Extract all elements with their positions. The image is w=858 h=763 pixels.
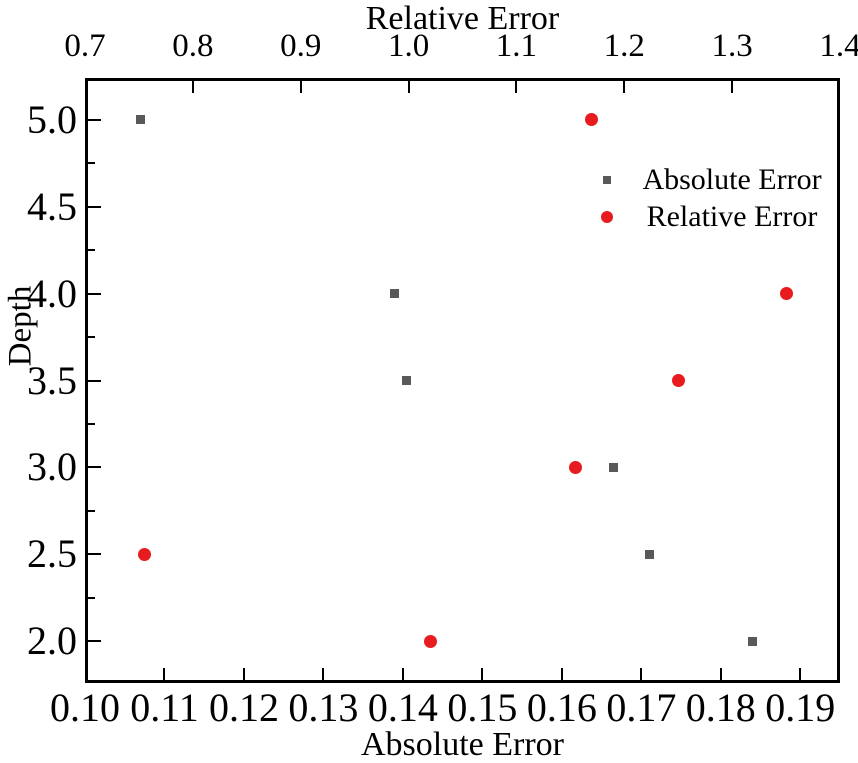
y-axis-tick-label: 3.0 [27,444,77,490]
top-axis-tick [623,81,626,93]
relative-error-point [671,374,685,387]
y-axis-major-tick [88,379,101,382]
bottom-axis-tick [401,668,404,680]
y-axis-tick-label: 2.5 [27,531,77,577]
relative-error-point [423,634,437,648]
bottom-axis-tick-label: 0.11 [130,685,199,730]
y-axis-major-tick [88,292,101,295]
top-axis-tick-label: 1.1 [495,28,538,64]
legend: Absolute Error Relative Error [585,161,835,235]
top-axis-tick-label: 1.4 [819,28,858,64]
bottom-axis-tick-label: 0.10 [50,685,120,730]
top-axis-tick-label: 0.7 [64,28,106,64]
top-axis-tick [731,81,734,93]
top-axis-title: Relative Error [365,0,560,37]
y-axis-tick-label: 4.0 [27,270,77,316]
bottom-axis-tick-label: 0.15 [447,685,518,730]
y-axis-tick-label: 4.5 [27,183,77,229]
bottom-axis-tick [560,668,563,680]
legend-square-marker-icon [603,175,611,184]
bottom-axis-tick [640,668,643,680]
relative-error-point [569,460,583,474]
top-axis-tick [515,81,518,93]
y-axis-minor-tick [88,509,95,512]
y-axis-major-tick [88,553,101,556]
y-axis-minor-tick [88,249,95,252]
bottom-axis-title: Absolute Error [360,726,564,763]
top-axis-tick-label: 1.2 [603,28,645,64]
legend-label: Relative Error [646,199,818,233]
top-axis-tick [299,81,302,93]
y-axis-minor-tick [88,422,95,425]
top-axis-tick-label: 1.3 [711,28,753,64]
legend-marker-cell [585,175,629,184]
y-axis-minor-tick [88,596,95,599]
top-axis-tick [191,81,194,93]
absolute-error-point [136,115,146,125]
legend-item-relative-error: Relative Error [585,198,835,235]
legend-label: Absolute Error [642,162,822,196]
bottom-axis-tick-label: 0.14 [367,685,438,730]
y-axis-major-tick [88,118,101,121]
bottom-axis-tick [799,668,802,680]
y-axis-tick-label: 3.5 [27,357,77,403]
relative-error-point [585,113,599,127]
top-axis-tick [407,81,410,93]
absolute-error-point [644,549,654,559]
y-axis-minor-tick [88,162,95,165]
bottom-axis-tick-label: 0.13 [288,685,359,730]
bottom-axis-tick-label: 0.17 [606,685,677,730]
y-axis-major-tick [88,466,101,469]
legend-item-absolute-error: Absolute Error [585,161,835,198]
bottom-axis-tick [242,668,245,680]
y-axis-major-tick [88,640,101,643]
relative-error-point [137,547,151,561]
legend-marker-cell [585,210,629,223]
bottom-axis-tick [163,668,166,680]
plot-area [85,78,840,683]
y-axis-minor-tick [88,336,95,339]
bottom-axis-tick [322,668,325,680]
bottom-axis-tick-label: 0.18 [685,685,756,730]
bottom-axis-tick-label: 0.16 [526,685,597,730]
top-axis-tick-label: 0.8 [172,28,214,64]
y-axis-tick-label: 5.0 [27,96,77,142]
bottom-axis-tick [481,668,484,680]
absolute-error-point [609,462,618,472]
bottom-axis-tick [719,668,722,680]
legend-circle-marker-icon [601,210,613,223]
absolute-error-point [748,636,758,646]
bottom-axis-tick-label: 0.12 [208,685,279,730]
top-axis-tick-label: 0.9 [280,28,322,64]
top-axis-tick-label: 1.0 [387,28,430,64]
absolute-error-point [402,376,412,385]
y-axis-major-tick [88,205,101,208]
bottom-axis-tick-label: 0.19 [765,685,836,730]
absolute-error-point [390,289,400,299]
relative-error-point [779,287,793,301]
y-axis-tick-label: 2.0 [27,618,77,664]
